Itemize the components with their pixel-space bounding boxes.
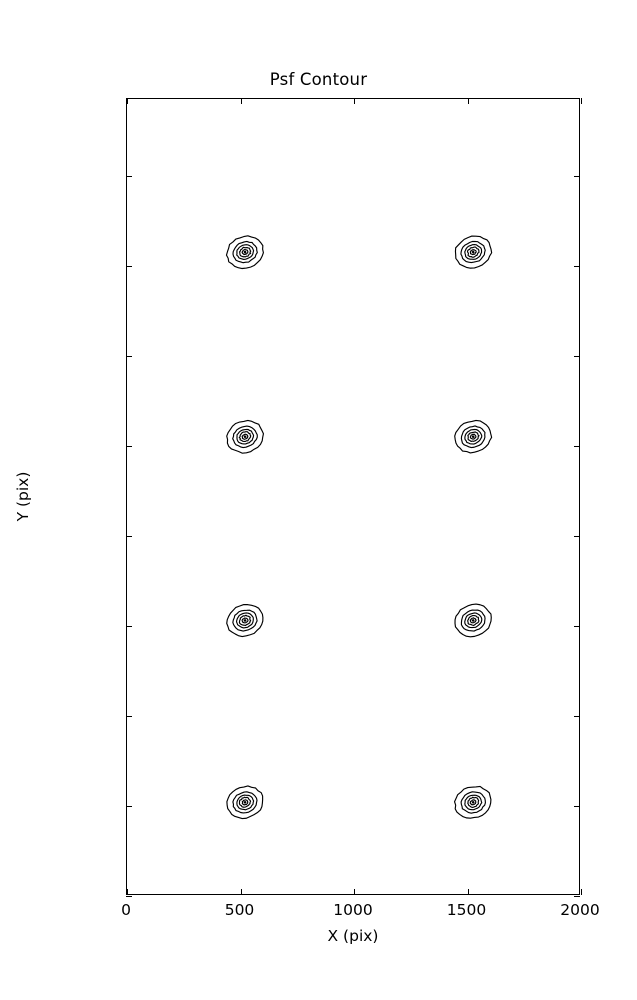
psf-source-contour: [226, 419, 265, 454]
x-tick: [127, 889, 129, 895]
contour-level-2: [464, 794, 483, 811]
contour-level-4: [241, 248, 249, 256]
contour-level-0: [226, 604, 264, 638]
y-tick: [574, 265, 580, 267]
contour-level-3: [238, 431, 252, 443]
y-tick: [574, 896, 580, 898]
y-tick: [574, 175, 580, 177]
contour-level-2: [464, 612, 483, 629]
contour-level-1: [460, 240, 486, 264]
contour-level-0: [454, 235, 493, 269]
contour-level-4: [241, 617, 249, 624]
x-tick: [581, 889, 583, 895]
contour-level-2: [236, 244, 255, 261]
contour-level-0: [226, 419, 265, 454]
psf-peak-dot: [243, 801, 247, 804]
psf-peak-dot: [243, 250, 247, 254]
psf-peak-dot: [471, 250, 475, 254]
y-tick: [574, 535, 580, 538]
y-tick: [574, 715, 580, 718]
psf-source-contour: [454, 603, 492, 638]
plot-axes-frame: [126, 98, 583, 898]
contour-level-2: [236, 794, 255, 811]
y-tick: [574, 805, 580, 808]
psf-source-contour: [454, 235, 493, 269]
y-tick: [126, 715, 132, 718]
psf-peak-dot: [471, 801, 475, 804]
x-tick: [354, 889, 356, 895]
contour-level-2: [236, 428, 255, 445]
x-tick-label: 0: [121, 901, 131, 919]
y-tick: [126, 625, 132, 628]
psf-source-contour: [226, 604, 264, 638]
y-tick: [126, 896, 132, 898]
contour-level-3: [466, 246, 480, 258]
y-tick: [126, 265, 132, 267]
x-tick: [467, 98, 469, 104]
psf-peak-dot: [243, 619, 247, 622]
contour-level-3: [467, 431, 480, 443]
psf-source-contour: [454, 419, 493, 454]
contour-level-0: [226, 785, 264, 820]
contour-level-4: [469, 249, 477, 256]
x-tick: [240, 98, 242, 104]
psf-source-contour: [226, 785, 264, 820]
contour-level-1: [232, 791, 258, 814]
x-tick-label: 1500: [446, 901, 487, 919]
contour-level-1: [232, 240, 258, 264]
contour-level-3: [467, 796, 480, 809]
y-tick: [574, 625, 580, 628]
plot-area: [127, 99, 579, 894]
x-tick-label: 500: [224, 901, 255, 919]
contour-level-0: [454, 603, 492, 638]
psf-source-contour: [453, 785, 492, 819]
contour-level-3: [467, 614, 480, 627]
psf-source-contour: [225, 235, 264, 270]
contour-plot: [225, 235, 493, 820]
psf-peak-dot: [471, 435, 475, 439]
contour-level-1: [460, 609, 486, 632]
contour-level-4: [241, 433, 249, 440]
y-tick: [126, 355, 132, 357]
contour-level-1: [460, 425, 486, 449]
contour-level-4: [469, 617, 477, 624]
contour-level-0: [225, 235, 264, 270]
x-tick-label: 2000: [560, 901, 600, 919]
x-tick: [240, 889, 242, 895]
y-tick: [126, 535, 132, 538]
y-tick: [126, 805, 132, 808]
contour-level-0: [453, 785, 492, 819]
x-tick: [354, 98, 356, 104]
contour-level-1: [460, 791, 486, 814]
y-tick: [126, 175, 132, 177]
contour-level-0: [454, 419, 493, 454]
contour-level-3: [238, 246, 252, 258]
contour-level-3: [238, 614, 252, 627]
x-tick: [467, 889, 469, 895]
contour-level-2: [235, 612, 254, 629]
contour-level-3: [238, 796, 252, 808]
psf-peak-dot: [471, 619, 475, 622]
contour-level-4: [469, 433, 477, 440]
contour-level-1: [232, 609, 258, 632]
x-tick-label: 1000: [333, 901, 373, 919]
contour-level-1: [232, 425, 258, 449]
contour-level-2: [464, 244, 483, 260]
y-axis-label: Y (pix): [14, 471, 32, 522]
contour-level-4: [241, 799, 249, 806]
x-tick: [581, 98, 583, 104]
contour-level-2: [464, 428, 483, 445]
y-tick: [574, 355, 580, 357]
x-axis-label: X (pix): [327, 927, 379, 945]
x-tick: [127, 98, 129, 104]
contour-level-4: [469, 799, 477, 806]
page-title: Psf Contour: [269, 70, 368, 89]
y-tick: [126, 445, 132, 447]
psf-peak-dot: [243, 435, 247, 439]
y-tick: [574, 445, 580, 447]
